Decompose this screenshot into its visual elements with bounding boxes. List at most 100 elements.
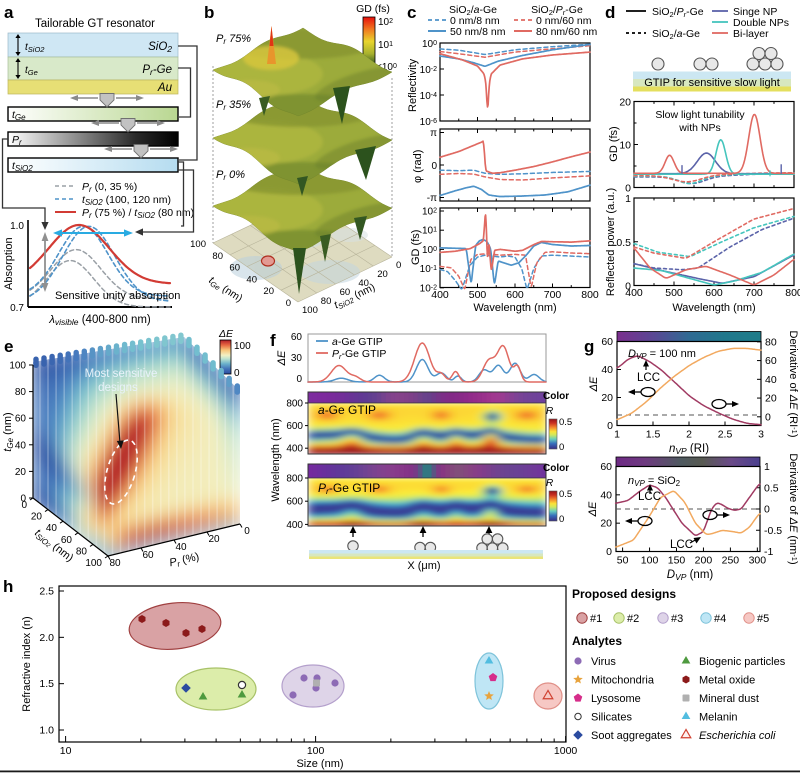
svg-text:LCC: LCC [637,372,660,384]
svg-text:400: 400 [625,287,643,299]
svg-text:0.5: 0.5 [559,417,572,428]
svg-text:Refractive index (n): Refractive index (n) [21,616,33,711]
svg-text:Lysosome: Lysosome [591,693,641,705]
svg-text:0: 0 [625,281,631,293]
svg-text:100: 100 [307,745,325,757]
svg-text:Analytes: Analytes [572,634,622,648]
svg-text:80 nm/60 nm: 80 nm/60 nm [536,26,598,38]
svg-text:Double NPs: Double NPs [733,17,789,29]
svg-text:designs: designs [98,382,138,394]
svg-text:0: 0 [607,420,613,432]
svg-text:40: 40 [765,374,777,386]
svg-text:0: 0 [286,298,291,309]
svg-text:tGe: tGe [25,65,38,77]
svg-text:Virus: Virus [591,656,616,668]
svg-text:1: 1 [614,429,620,441]
svg-text:100: 100 [9,361,26,372]
svg-text:1.0: 1.0 [10,221,24,232]
svg-text:20: 20 [619,97,631,109]
svg-text:SiO2/a-Ge: SiO2/a-Ge [449,4,497,17]
svg-text:SiO2/Pr-Ge: SiO2/Pr-Ge [531,4,583,17]
svg-text:60: 60 [601,336,613,348]
svg-text:0: 0 [606,546,612,558]
svg-text:600: 600 [286,497,303,508]
svg-text:Derivative of ΔE (nm-1): Derivative of ΔE (nm-1) [787,453,799,564]
svg-text:Singe NP: Singe NP [733,6,777,18]
svg-text:60: 60 [765,355,777,367]
svg-text:#4: #4 [714,613,726,625]
svg-text:20: 20 [600,518,612,530]
svg-text:0: 0 [244,526,250,537]
svg-text:tSiO2 (100, 120 nm): tSiO2 (100, 120 nm) [82,194,171,207]
svg-text:Pr 75%: Pr 75% [216,33,251,46]
svg-text:0.5: 0.5 [764,482,779,494]
svg-text:GD (fs): GD (fs) [356,3,390,15]
svg-text:1: 1 [764,461,770,473]
svg-text:#1: #1 [590,613,602,625]
svg-text:800: 800 [581,289,599,301]
svg-text:-π: -π [427,193,437,204]
svg-text:2.5: 2.5 [718,429,733,441]
svg-text:60: 60 [291,332,303,343]
svg-text:10-1: 10-1 [420,264,437,275]
svg-text:800: 800 [785,287,800,299]
svg-text:400: 400 [286,444,303,455]
svg-text:20: 20 [15,467,27,478]
svg-text:100: 100 [85,558,102,569]
svg-text:101: 101 [378,40,393,51]
svg-text:SiO2/Pr-Ge: SiO2/Pr-Ge [652,6,704,19]
svg-text:250: 250 [722,555,740,567]
svg-text:c: c [407,3,416,22]
svg-text:ΔE: ΔE [218,328,234,340]
svg-text:Soot aggregates: Soot aggregates [591,730,672,742]
svg-text:100: 100 [641,555,659,567]
svg-text:Wavelength (nm): Wavelength (nm) [270,418,282,501]
svg-text:100: 100 [190,239,206,250]
svg-text:700: 700 [544,289,562,301]
svg-text:1.5: 1.5 [646,429,661,441]
svg-text:100: 100 [302,305,318,316]
svg-text:80: 80 [109,558,121,569]
svg-text:Absorption: Absorption [3,237,15,290]
svg-text:0: 0 [21,500,27,511]
svg-text:Color: Color [543,463,569,474]
svg-text:101: 101 [422,226,437,237]
svg-text:<100: <100 [376,62,397,73]
svg-text:Mineral dust: Mineral dust [699,693,759,705]
svg-text:Reflected power (a.u.): Reflected power (a.u.) [605,188,617,296]
svg-text:a-Ge GTIP: a-Ge GTIP [332,336,383,348]
svg-text:Pr-Ge: Pr-Ge [142,64,172,77]
svg-text:300: 300 [749,555,767,567]
svg-text:1000: 1000 [554,745,578,757]
svg-text:X (μm): X (μm) [407,560,440,572]
svg-text:Color: Color [543,391,569,402]
svg-text:0: 0 [431,161,437,172]
svg-text:LCC: LCC [670,539,693,551]
svg-text:a: a [4,3,14,22]
svg-text:20: 20 [377,269,388,280]
svg-text:tGe: tGe [12,109,26,122]
svg-text:2: 2 [686,429,692,441]
svg-text:20: 20 [208,534,220,545]
svg-text:60: 60 [340,287,351,298]
svg-text:Reflectivity: Reflectivity [407,58,419,112]
svg-text:20: 20 [31,512,43,523]
svg-text:60: 60 [61,535,73,546]
svg-text:Pr 35%: Pr 35% [216,99,251,112]
svg-text:a-Ge GTIP: a-Ge GTIP [318,403,376,417]
svg-text:0: 0 [559,514,564,525]
svg-text:20: 20 [601,392,613,404]
svg-text:0.7: 0.7 [10,303,24,314]
svg-text:10: 10 [60,745,72,757]
svg-text:Pr: Pr [12,134,22,147]
svg-text:Bi-layer: Bi-layer [733,28,769,40]
svg-text:d: d [605,3,615,22]
svg-text:800: 800 [286,474,303,485]
svg-text:40: 40 [46,523,58,534]
svg-text:40: 40 [175,542,187,553]
svg-text:0: 0 [764,504,770,516]
svg-text:Biogenic particles: Biogenic particles [699,656,786,668]
svg-text:10-4: 10-4 [420,91,437,102]
svg-text:1.0: 1.0 [39,725,54,737]
svg-text:2.5: 2.5 [39,586,54,598]
